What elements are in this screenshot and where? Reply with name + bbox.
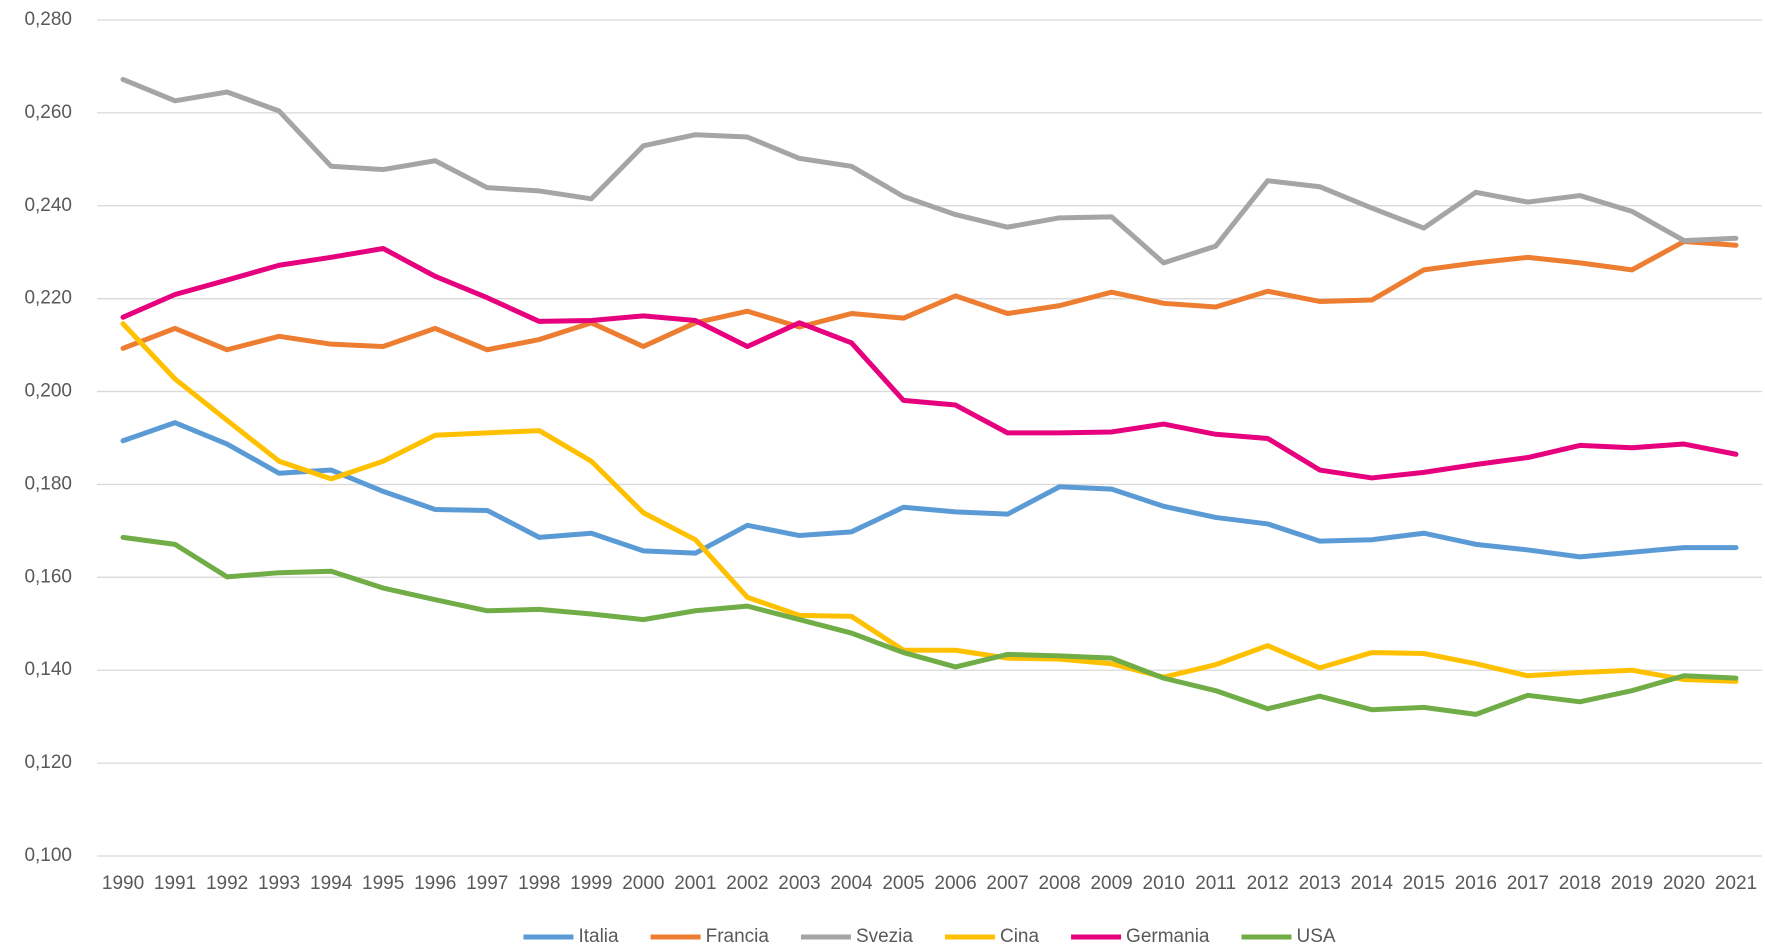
x-tick-label: 2004 bbox=[830, 873, 873, 894]
x-tick-label: 2007 bbox=[986, 873, 1028, 894]
legend-label: Cina bbox=[1000, 926, 1040, 947]
x-tick-label: 1994 bbox=[310, 873, 353, 894]
legend-label: Svezia bbox=[856, 926, 913, 947]
legend-label: Italia bbox=[578, 926, 619, 947]
series-line bbox=[120, 76, 1739, 266]
x-tick-label: 2020 bbox=[1663, 873, 1705, 894]
legend-label: Germania bbox=[1126, 926, 1210, 947]
x-tick-label: 1991 bbox=[154, 873, 196, 894]
y-tick-label: 0,280 bbox=[24, 9, 72, 30]
legend-label: USA bbox=[1296, 926, 1335, 947]
x-tick-label: 2012 bbox=[1247, 873, 1289, 894]
x-tick-label: 2006 bbox=[934, 873, 976, 894]
x-tick-label: 1992 bbox=[206, 873, 248, 894]
series-line bbox=[120, 534, 1739, 717]
y-tick-label: 0,200 bbox=[24, 381, 72, 402]
x-tick-label: 2013 bbox=[1299, 873, 1341, 894]
x-tick-label: 1997 bbox=[466, 873, 508, 894]
x-tick-label: 1998 bbox=[518, 873, 560, 894]
x-tick-label: 1995 bbox=[362, 873, 404, 894]
series-line bbox=[120, 239, 1739, 353]
x-tick-label: 2010 bbox=[1143, 873, 1185, 894]
x-tick-label: 2003 bbox=[778, 873, 820, 894]
x-tick-label: 2018 bbox=[1559, 873, 1601, 894]
y-tick-label: 0,220 bbox=[24, 288, 72, 309]
series-line bbox=[120, 246, 1739, 481]
y-tick-label: 0,180 bbox=[24, 473, 72, 494]
legend: Italia Francia Svezia Cina Germania USA bbox=[523, 926, 1336, 947]
x-tick-label: 2014 bbox=[1351, 873, 1394, 894]
x-tick-label: 1990 bbox=[102, 873, 144, 894]
y-tick-label: 0,260 bbox=[24, 102, 72, 123]
x-tick-label: 2019 bbox=[1611, 873, 1653, 894]
x-tick-label: 2011 bbox=[1195, 873, 1236, 894]
y-tick-label: 0,160 bbox=[24, 566, 72, 587]
x-tick-label: 2008 bbox=[1038, 873, 1080, 894]
x-tick-label: 1996 bbox=[414, 873, 456, 894]
x-tick-label: 2001 bbox=[674, 873, 716, 894]
y-tick-label: 0,240 bbox=[24, 195, 72, 216]
y-tick-label: 0,120 bbox=[24, 752, 72, 773]
x-tick-label: 2002 bbox=[726, 873, 768, 894]
x-tick-label: 2016 bbox=[1455, 873, 1497, 894]
x-tick-label: 1993 bbox=[258, 873, 300, 894]
x-tick-label: 2009 bbox=[1090, 873, 1132, 894]
legend-label: Francia bbox=[706, 926, 770, 947]
x-tick-label: 2021 bbox=[1715, 873, 1757, 894]
series-line bbox=[120, 420, 1739, 560]
y-tick-label: 0,100 bbox=[24, 845, 72, 866]
x-tick-label: 1999 bbox=[570, 873, 612, 894]
x-tick-label: 2005 bbox=[882, 873, 924, 894]
x-tick-label: 2000 bbox=[622, 873, 664, 894]
x-tick-label: 2015 bbox=[1403, 873, 1445, 894]
x-tick-label: 2017 bbox=[1507, 873, 1549, 894]
series-line bbox=[120, 321, 1739, 684]
y-tick-label: 0,140 bbox=[24, 659, 72, 680]
